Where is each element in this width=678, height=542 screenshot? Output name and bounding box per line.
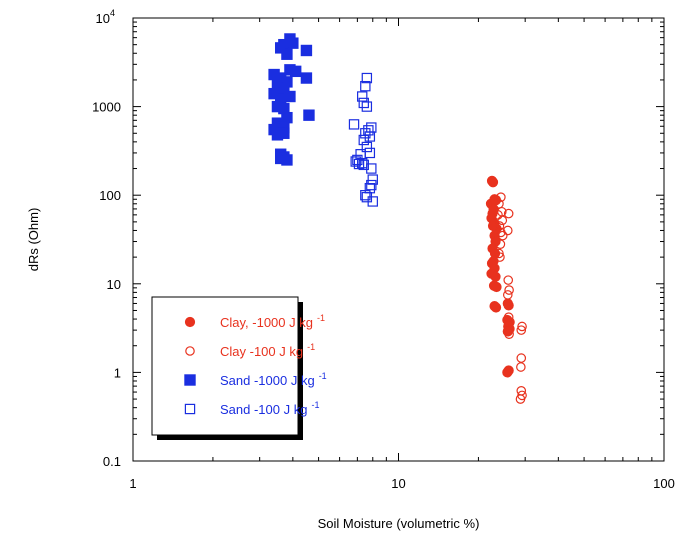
data-point	[268, 87, 280, 100]
data-point	[300, 44, 313, 57]
data-point	[360, 80, 371, 92]
data-point	[503, 208, 514, 219]
data-point	[361, 141, 373, 153]
x-tick-label: 100	[653, 476, 675, 491]
series-2	[268, 33, 315, 166]
data-point	[516, 353, 527, 363]
data-point	[517, 321, 527, 332]
x-tick-label: 1	[129, 476, 136, 491]
data-point	[502, 367, 513, 378]
y-tick-label: 0.1	[103, 454, 121, 469]
data-point	[490, 302, 502, 313]
data-point	[366, 122, 377, 133]
data-point	[496, 192, 506, 202]
data-point	[503, 275, 514, 285]
data-point	[366, 163, 377, 174]
data-point	[367, 174, 378, 185]
data-point	[358, 159, 369, 171]
data-point	[364, 131, 376, 142]
data-point	[350, 156, 361, 167]
data-point	[287, 37, 299, 49]
data-point	[504, 285, 514, 295]
data-point	[494, 221, 505, 231]
data-point	[366, 179, 377, 191]
data-point	[367, 196, 378, 207]
legend-marker	[184, 316, 196, 328]
y-axis-label: dRs (Ohm)	[26, 208, 41, 272]
legend-marker	[184, 374, 196, 386]
data-point	[284, 90, 296, 103]
y-tick-label: 1	[114, 365, 121, 380]
data-point	[281, 154, 293, 166]
data-point	[497, 215, 508, 226]
legend-label: Sand -1000 J kg -1	[220, 371, 327, 388]
data-point	[497, 230, 508, 241]
data-point	[358, 97, 369, 109]
data-point	[364, 147, 376, 159]
data-point	[502, 290, 513, 300]
data-point	[503, 300, 514, 311]
data-point	[360, 190, 371, 201]
data-point	[271, 129, 284, 141]
data-point	[495, 252, 505, 262]
series-1	[493, 192, 527, 404]
data-point	[487, 177, 499, 188]
data-point	[503, 312, 514, 322]
data-point	[357, 91, 368, 102]
data-point	[289, 65, 302, 78]
x-axis-label: Soil Moisture (volumetric %)	[318, 516, 480, 531]
data-point	[357, 157, 368, 169]
y-tick-label: 104	[96, 8, 115, 26]
data-point	[274, 42, 287, 54]
y-tick-label: 10	[107, 277, 121, 292]
legend-label: Clay, -1000 J kg -1	[220, 313, 325, 330]
legend-marker	[185, 346, 195, 356]
data-point	[348, 119, 360, 130]
legend-marker	[184, 403, 196, 415]
data-point	[502, 225, 513, 236]
data-point	[516, 325, 527, 335]
x-tick-label: 10	[391, 476, 405, 491]
data-point	[494, 248, 504, 259]
legend-box	[151, 296, 299, 436]
data-point	[516, 362, 526, 372]
legend-label: Clay -100 J kg -1	[220, 342, 315, 359]
data-point	[505, 317, 515, 327]
data-point	[515, 394, 526, 404]
data-point	[491, 281, 502, 293]
data-point	[358, 134, 369, 146]
data-point	[281, 48, 293, 60]
data-point	[361, 101, 373, 112]
legend-label: Sand -100 J kg -1	[220, 400, 319, 417]
data-point	[503, 326, 514, 337]
data-point	[495, 239, 506, 249]
data-point	[300, 72, 313, 84]
data-point	[490, 271, 501, 282]
data-point	[303, 109, 315, 121]
y-tick-label: 1000	[92, 100, 121, 115]
data-point	[361, 72, 373, 84]
y-tick-label: 100	[99, 188, 121, 203]
series-3	[348, 72, 378, 207]
